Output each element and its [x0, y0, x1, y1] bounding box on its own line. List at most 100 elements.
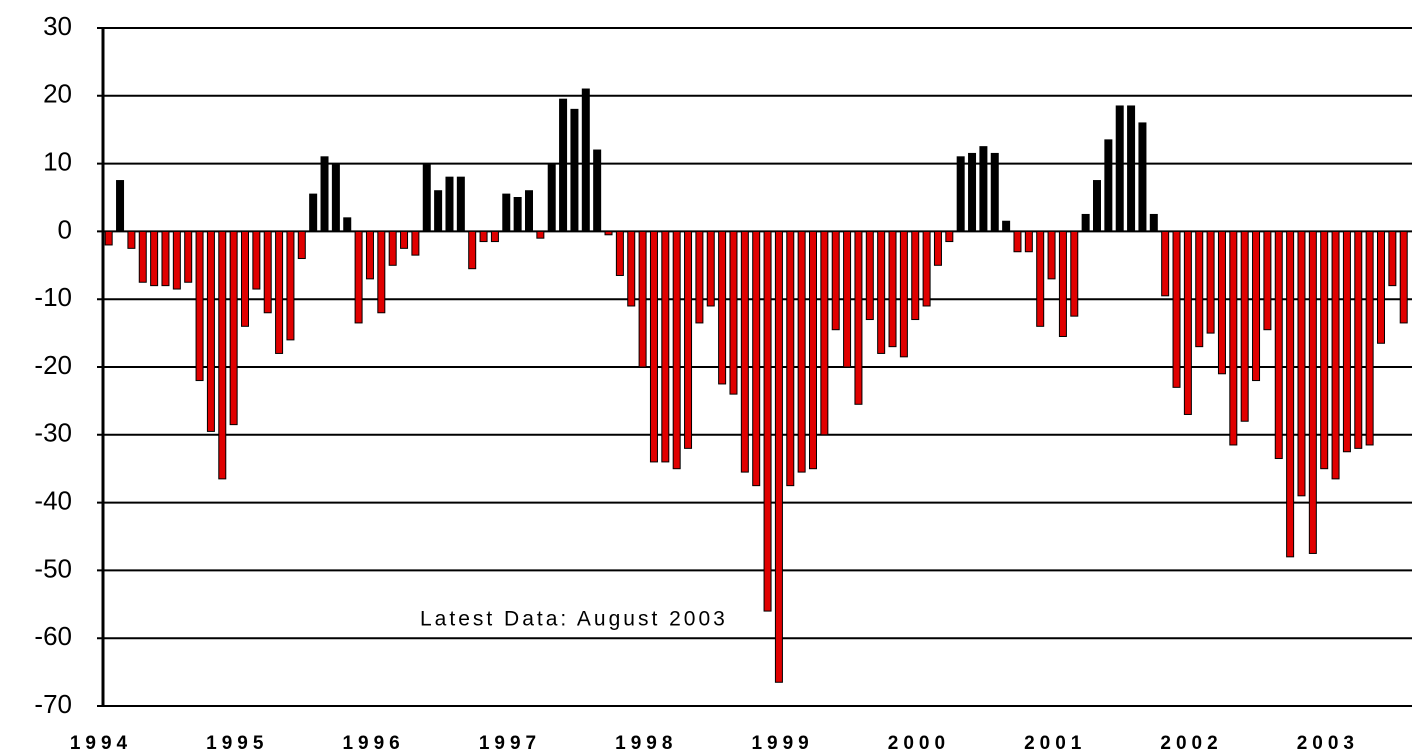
bar [1240, 230, 1249, 422]
bar [1377, 230, 1385, 344]
bar [1127, 105, 1136, 232]
bar [945, 230, 954, 243]
bar [1354, 230, 1363, 449]
bar [1115, 105, 1124, 232]
bar [275, 230, 284, 354]
bar [1081, 213, 1090, 232]
y-tick-label: 0 [58, 214, 72, 244]
annotation: Latest Data: August 2003 [420, 608, 728, 631]
y-tick-label: 20 [43, 79, 72, 109]
bar [740, 230, 749, 473]
bar [706, 230, 715, 307]
bar [1342, 230, 1351, 453]
y-tick-label: -30 [34, 418, 72, 448]
bar [1183, 230, 1192, 415]
y-tick-label: 10 [43, 146, 72, 176]
bar [1002, 220, 1011, 232]
bar [343, 217, 352, 232]
bar [1104, 139, 1113, 232]
bar [831, 230, 840, 331]
x-tick-label: 1999 [751, 733, 813, 754]
bar [195, 230, 204, 382]
bar [320, 156, 329, 232]
bar [1195, 230, 1204, 348]
x-tick-label: 2001 [1024, 733, 1086, 754]
bar [218, 230, 227, 480]
bar [468, 230, 477, 270]
bar [1172, 230, 1181, 388]
bar [968, 152, 977, 232]
bar [649, 230, 658, 463]
bar [1252, 230, 1261, 382]
bar [1331, 230, 1340, 480]
bar [1297, 230, 1306, 497]
bar [1388, 230, 1397, 287]
bar [638, 230, 647, 368]
bar [1263, 230, 1272, 331]
bar [411, 230, 420, 256]
bar [400, 230, 409, 249]
bar [684, 230, 693, 449]
bar [490, 230, 499, 243]
bar [263, 230, 272, 314]
bar [695, 230, 704, 324]
bar [911, 230, 920, 321]
bar [1286, 230, 1295, 558]
bar [1024, 230, 1033, 253]
x-tick-label: 1998 [615, 733, 677, 754]
bar [559, 98, 568, 232]
bar [104, 230, 113, 246]
x-tick-label: 1997 [479, 733, 541, 754]
bar [604, 230, 613, 236]
bar [933, 230, 942, 266]
x-tick-label: 1995 [206, 733, 268, 754]
bar [854, 230, 863, 405]
bar [956, 156, 965, 232]
bar [1399, 230, 1408, 324]
bar [456, 176, 465, 232]
bar [206, 230, 215, 432]
bar [774, 230, 783, 683]
bar [479, 230, 488, 243]
y-tick-label: -50 [34, 553, 72, 583]
bar [922, 230, 931, 307]
y-tick-label: 30 [43, 11, 72, 41]
bar [1058, 230, 1067, 337]
bar [718, 230, 727, 385]
bar [786, 230, 795, 487]
bar [899, 230, 908, 358]
bar [570, 108, 579, 232]
bar [286, 230, 295, 341]
bar [797, 230, 806, 473]
y-tick-label: -60 [34, 621, 72, 651]
bar [809, 230, 817, 470]
bar [547, 163, 556, 232]
bar [434, 190, 443, 232]
bar [184, 230, 193, 283]
bar [1138, 122, 1147, 232]
bar [150, 230, 159, 287]
bar [888, 230, 897, 348]
y-tick-label: -40 [34, 485, 72, 515]
bar [627, 230, 636, 307]
bar [229, 230, 238, 426]
bar [729, 230, 738, 395]
bar [615, 230, 624, 276]
bar [377, 230, 386, 314]
bar [1093, 180, 1101, 232]
bar [1013, 230, 1022, 253]
bar [593, 149, 602, 232]
bar [309, 193, 318, 232]
bar [161, 230, 170, 287]
x-tick-label: 2002 [1160, 733, 1222, 754]
x-tick-label: 2003 [1297, 733, 1359, 754]
bar [1206, 230, 1215, 334]
y-tick-label: -70 [34, 689, 72, 719]
bar [536, 230, 545, 239]
bar [331, 163, 340, 232]
bar [445, 176, 454, 232]
bar [1365, 230, 1374, 446]
bar [525, 190, 533, 232]
y-tick-label: -10 [34, 282, 72, 312]
bar [354, 230, 363, 324]
